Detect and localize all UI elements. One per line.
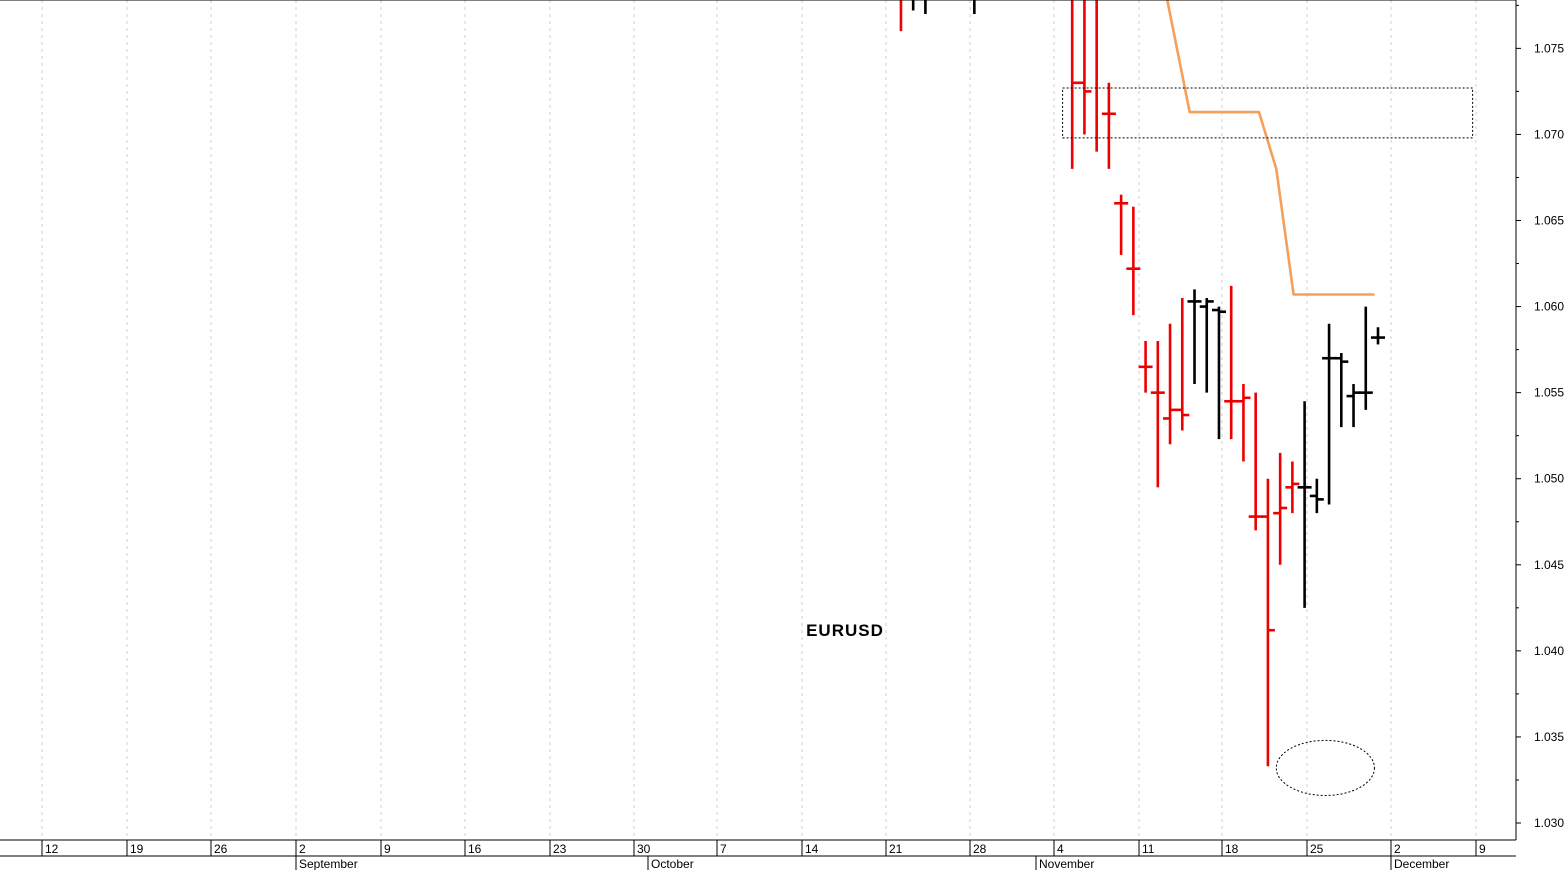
x-tick-label: 25: [1310, 842, 1324, 856]
x-tick-label: 19: [130, 842, 144, 856]
ohlc-bar: [1101, 82, 1116, 169]
ohlc-bar: [1273, 452, 1288, 565]
ohlc-bar: [1095, 0, 1098, 152]
x-tick-label: 2: [1394, 842, 1401, 856]
ohlc-bar: [1138, 341, 1153, 393]
y-tick-label: 1.055: [1534, 386, 1564, 400]
x-tick-label: 28: [973, 842, 987, 856]
ohlc-bar: [1260, 478, 1275, 767]
ohlc-bar: [1297, 401, 1312, 608]
ohlc-bar: [1334, 353, 1349, 428]
month-label: October: [651, 857, 694, 870]
grid-lines: [41, 0, 1477, 840]
x-tick-label: 2: [299, 842, 306, 856]
ohlc-bar: [1187, 289, 1202, 385]
ohlc-bar: [973, 0, 976, 14]
y-tick-label: 1.035: [1534, 730, 1564, 744]
ohlc-bar: [1285, 461, 1300, 514]
annotation-box: [1062, 87, 1474, 139]
stop-line: [1165, 0, 1375, 296]
y-tick-label: 1.065: [1534, 214, 1564, 228]
x-tick-label: 18: [1225, 842, 1239, 856]
x-tick-label: 23: [553, 842, 567, 856]
y-tick-label: 1.045: [1534, 558, 1564, 572]
x-tick-label: 12: [45, 842, 59, 856]
ohlc-bar: [1211, 306, 1226, 440]
month-label: November: [1039, 857, 1094, 870]
x-tick-label: 14: [805, 842, 819, 856]
ohlc-bar: [1199, 297, 1214, 393]
y-tick-label: 1.075: [1534, 41, 1564, 55]
y-tick-label: 1.060: [1534, 300, 1564, 314]
ohlc-bar: [1309, 478, 1324, 514]
y-axis: 1.030 1.035 1.040 1.045 1.050 1.055 1.060 1.065…: [0, 0, 1564, 840]
x-tick-label: 26: [214, 842, 228, 856]
ohlc-bar: [1150, 341, 1165, 488]
month-label: September: [299, 857, 358, 870]
ohlc-bar: [1236, 384, 1251, 462]
ohlc-bar: [1077, 0, 1092, 135]
ohlc-bar: [1114, 194, 1129, 255]
ohlc-bar: [1371, 327, 1385, 345]
stop-line-path: [1165, 0, 1375, 296]
y-tick-label: 1.050: [1534, 472, 1564, 486]
x-tick-label: 30: [637, 842, 651, 856]
ohlc-bar: [911, 0, 915, 11]
ohlc-bar: [1358, 306, 1373, 410]
ohlc-bar: [899, 0, 903, 32]
y-tick-label: 1.030: [1534, 816, 1564, 830]
annotation-ellipse: [1275, 739, 1375, 796]
x-tick-label: 16: [468, 842, 482, 856]
chart-title: EURUSD: [806, 621, 884, 640]
ohlc-bar: [1163, 323, 1178, 445]
x-axis: 12 19 26 2 9 16 23 30 7 14 21 28 4 11 18 25 2 9 September O…: [0, 839, 1516, 870]
x-tick-label: 7: [720, 842, 727, 856]
price-bars: [899, 0, 1385, 767]
x-tick-label: 11: [1142, 842, 1155, 856]
ohlc-bar: [1224, 285, 1239, 440]
x-tick-label: 9: [384, 842, 391, 856]
y-tick-label: 1.040: [1534, 644, 1564, 658]
ohlc-bar: [924, 0, 927, 14]
x-tick-label: 21: [889, 842, 903, 856]
ohlc-bar: [1248, 392, 1263, 531]
annotations: [1062, 87, 1474, 796]
x-tick-label: 9: [1479, 842, 1486, 856]
ohlc-bar: [1346, 384, 1361, 428]
y-tick-label: 1.070: [1534, 127, 1564, 141]
ohlc-bar: [1070, 0, 1080, 169]
month-label: December: [1394, 857, 1449, 870]
ohlc-bar: [1126, 206, 1141, 316]
x-tick-label: 4: [1057, 842, 1064, 856]
ohlc-bar: [1322, 323, 1337, 505]
ohlc-bar: [1175, 297, 1190, 431]
